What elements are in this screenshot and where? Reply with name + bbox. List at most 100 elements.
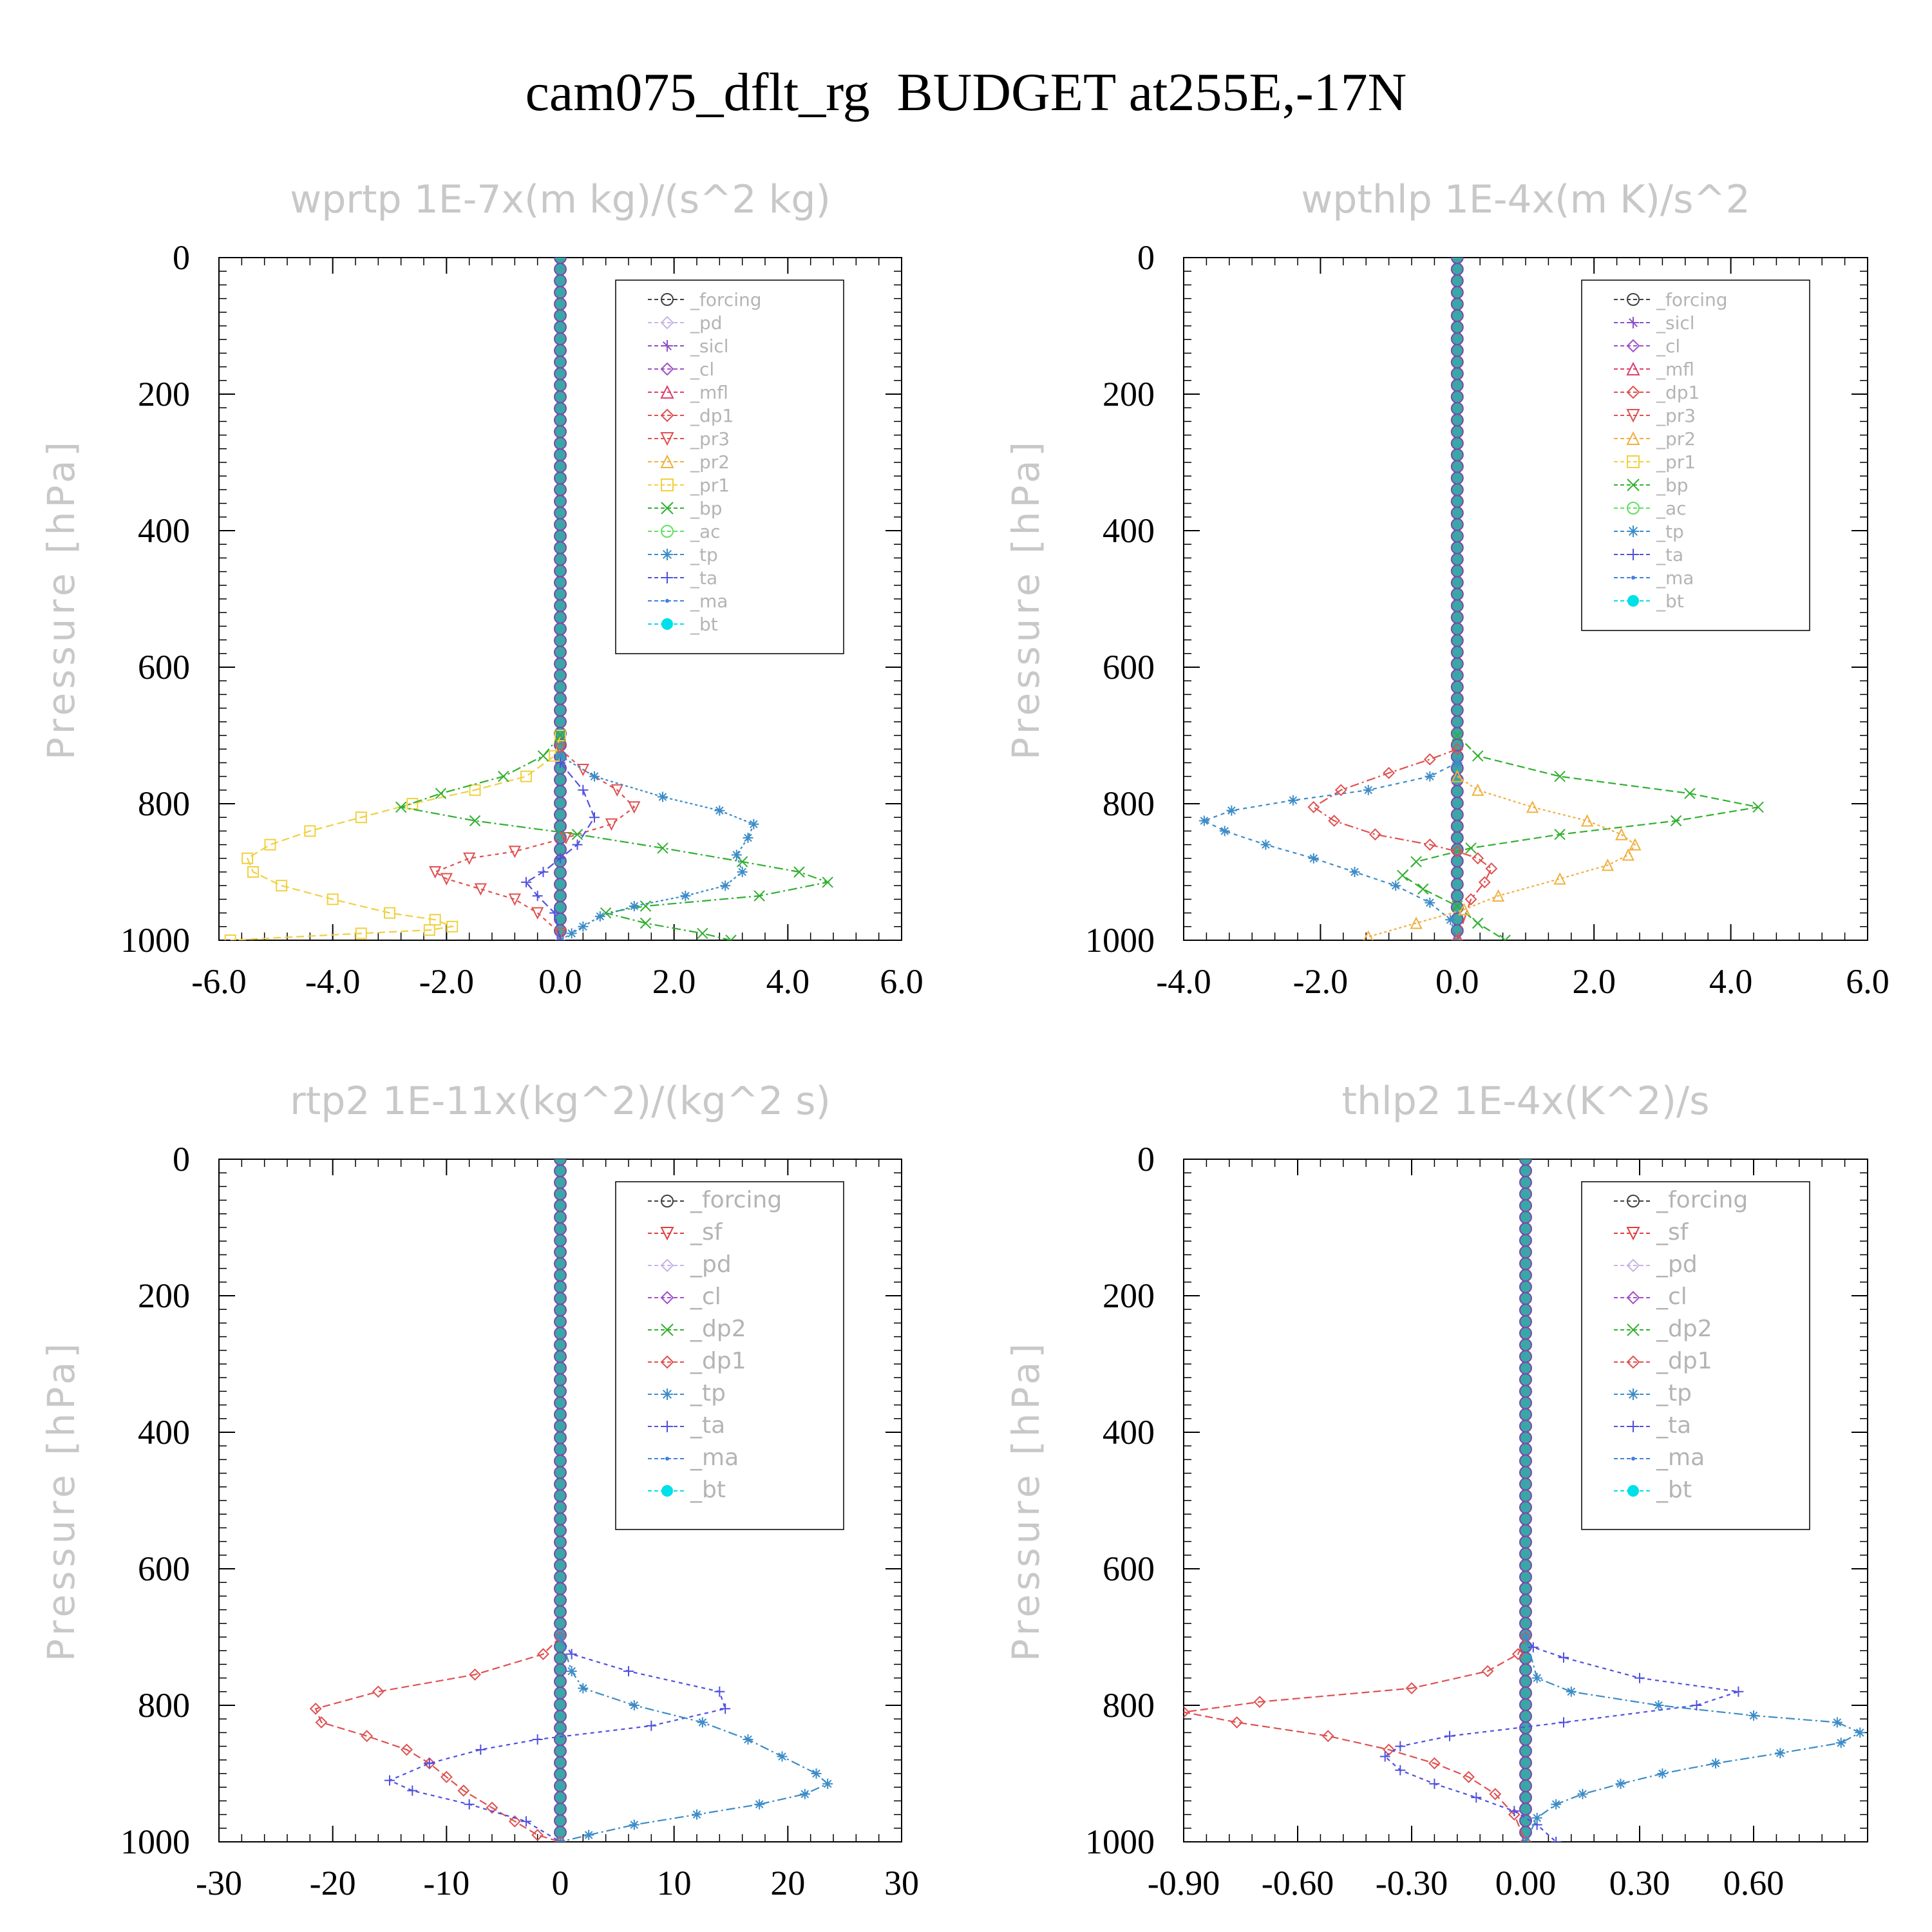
data-point — [660, 1258, 674, 1273]
zero-series-point — [1519, 1443, 1532, 1456]
data-point — [1444, 1730, 1455, 1741]
data-point — [1752, 801, 1764, 813]
legend-label: _dp1 — [690, 1348, 746, 1374]
data-point — [1463, 1770, 1475, 1783]
data-point — [474, 883, 487, 896]
data-point — [1308, 853, 1319, 864]
zero-series-point — [1519, 1524, 1532, 1537]
data-point — [1464, 893, 1477, 905]
data-point — [799, 1788, 810, 1799]
zero-series-point — [554, 471, 567, 485]
data-point — [554, 927, 567, 940]
series-tp — [555, 1632, 833, 1842]
zero-series-point — [554, 1698, 567, 1711]
zero-series-point — [554, 1199, 567, 1213]
data-point — [1425, 897, 1435, 908]
zero-series-point — [554, 1245, 567, 1259]
data-point — [661, 549, 673, 560]
panel-title: rtp2 1E-11x(kg^2)/(kg^2 s) — [290, 1079, 831, 1124]
data-point — [1528, 1642, 1539, 1653]
data-point — [440, 1770, 453, 1783]
data-point — [1631, 576, 1635, 580]
zero-series-point — [554, 1709, 567, 1723]
data-point — [1429, 1778, 1440, 1789]
zero-series-point — [554, 1501, 567, 1514]
legend-label: _pr3 — [1656, 405, 1696, 426]
data-point — [660, 432, 674, 446]
zero-series-point — [554, 901, 567, 914]
zero-series-point — [1519, 1385, 1532, 1398]
data-point — [1397, 869, 1408, 882]
legend-label: _cl — [690, 1283, 721, 1310]
series-line — [398, 735, 831, 940]
x-tick-label: -4.0 — [1156, 962, 1211, 1001]
plot-area — [1184, 1159, 1866, 1842]
data-point — [572, 839, 583, 850]
y-tick-label: 1000 — [120, 921, 190, 960]
zero-series-point — [554, 1756, 567, 1770]
zero-series-point — [1450, 889, 1464, 903]
data-point — [1363, 784, 1374, 795]
data-point — [469, 1668, 481, 1681]
zero-series-point — [554, 1466, 567, 1479]
legend-label: _dp2 — [690, 1316, 746, 1342]
data-point — [1321, 1730, 1334, 1743]
zero-series-point — [554, 808, 567, 821]
zero-series-point — [554, 1303, 567, 1317]
zero-series-point — [1450, 332, 1464, 346]
zero-series-point — [554, 1327, 567, 1340]
zero-series-point — [1519, 1466, 1532, 1479]
legend-box — [1581, 1181, 1810, 1530]
data-point — [1626, 409, 1640, 423]
data-point — [372, 1685, 384, 1698]
data-point — [1379, 1751, 1390, 1762]
zero-series-point — [554, 258, 567, 264]
data-point — [692, 1809, 702, 1820]
data-point — [1395, 1741, 1406, 1752]
data-point — [1457, 903, 1471, 916]
legend-label: _pd — [690, 1251, 732, 1278]
data-point — [1472, 852, 1484, 865]
legend-label: _ta — [1656, 1412, 1691, 1439]
series-line — [314, 1636, 561, 1842]
zero-series-point — [1450, 471, 1464, 485]
data-point — [304, 825, 316, 837]
zero-series-point — [554, 367, 567, 381]
data-point — [1478, 876, 1491, 889]
zero-series-point — [554, 298, 567, 311]
x-tick-label: -6.0 — [191, 962, 246, 1001]
data-point — [560, 832, 573, 845]
zero-series-point — [554, 1257, 567, 1271]
data-point — [532, 1734, 543, 1745]
zero-series-point — [1519, 1269, 1532, 1282]
data-point — [661, 572, 673, 583]
series-pr3 — [429, 743, 641, 940]
zero-series-point — [1519, 1396, 1532, 1410]
zero-series-point — [1519, 1257, 1532, 1271]
data-point — [1531, 1672, 1542, 1683]
data-point — [1184, 1706, 1190, 1719]
zero-series-point — [1450, 657, 1464, 670]
zero-series-point — [554, 529, 567, 543]
x-tick-label: 0.30 — [1609, 1864, 1671, 1902]
legend-label: _mfl — [1656, 359, 1694, 380]
zero-series-point — [1450, 448, 1464, 462]
data-point — [1451, 934, 1464, 940]
legend-label: _ta — [1656, 544, 1683, 565]
zero-series-point — [1519, 1234, 1532, 1247]
data-point — [1328, 815, 1341, 827]
zero-series-point — [554, 784, 567, 798]
zero-series-point — [1519, 1686, 1532, 1700]
data-point — [736, 856, 748, 867]
y-tick-label: 0 — [173, 1140, 190, 1179]
data-point — [1627, 526, 1639, 537]
x-tick-label: 30 — [884, 1864, 919, 1902]
y-tick-label: 800 — [138, 784, 190, 823]
zero-series-point — [1519, 1373, 1532, 1387]
data-point — [1551, 1837, 1562, 1842]
data-point — [1580, 814, 1594, 827]
chart-panel-3: rtp2 1E-11x(kg^2)/(kg^2 s) Pressure [hPa]… — [39, 1079, 919, 1902]
legend-label: _pd — [690, 312, 723, 334]
data-point — [1551, 1799, 1562, 1810]
legend-label: _ma — [1656, 1444, 1705, 1471]
